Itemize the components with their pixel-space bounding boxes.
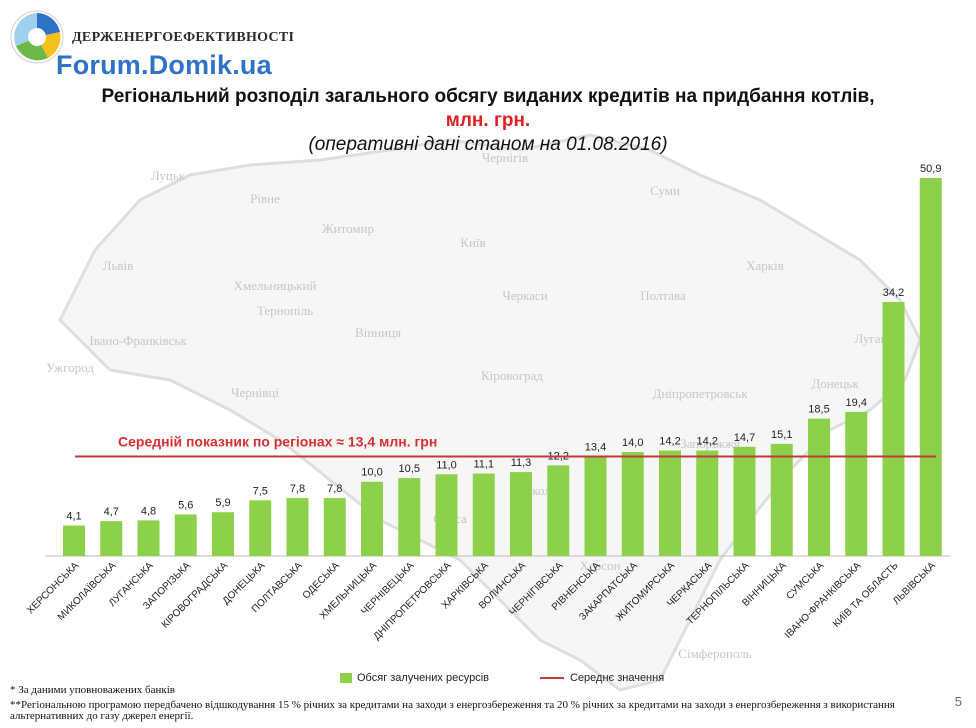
bar xyxy=(100,521,123,556)
bar-value-label: 14,7 xyxy=(734,432,755,444)
bar xyxy=(472,473,495,556)
map-label: Запоріжжя xyxy=(680,436,740,451)
average-annotation: Середній показник по регіонах ≈ 13,4 млн… xyxy=(118,433,437,449)
map-label: Харків xyxy=(746,258,784,273)
map-label: Хмельницький xyxy=(234,278,317,293)
footnote-source: * За даними уповноважених банків xyxy=(10,684,175,696)
legend-item-bars: Обсяг залучених ресурсів xyxy=(340,672,489,684)
bar xyxy=(398,478,421,556)
map-label: Вінниця xyxy=(355,325,401,340)
map-label: Івано-Франківськ xyxy=(89,333,187,348)
bar xyxy=(547,465,570,556)
map-label: Дніпропетровськ xyxy=(652,386,748,401)
bar xyxy=(137,520,160,556)
map-label: Сімферополь xyxy=(678,646,751,661)
bar xyxy=(621,452,644,556)
bar-value-label: 4,8 xyxy=(141,505,156,517)
bar xyxy=(435,474,458,556)
category-label: ТЕРНОПІЛЬСЬКА xyxy=(685,560,752,627)
bar-value-label: 5,6 xyxy=(178,499,193,511)
map-label: Ужгород xyxy=(46,360,94,375)
bar xyxy=(882,302,905,556)
bar-value-label: 19,4 xyxy=(846,397,867,409)
legend-swatch-average xyxy=(540,677,564,679)
map-label: Тернопіль xyxy=(257,303,313,318)
footnote-program: **Регіональною програмою передбачено від… xyxy=(10,699,895,722)
page-number: 5 xyxy=(954,694,962,709)
map-label: Київ xyxy=(460,235,485,250)
bar-value-label: 14,2 xyxy=(659,436,680,448)
bar xyxy=(696,450,719,556)
bar xyxy=(323,498,346,556)
map-label: Львів xyxy=(103,258,134,273)
legend-label-average: Середнє значення xyxy=(570,672,665,684)
map-label: Донецьк xyxy=(811,376,859,391)
legend-swatch-bars xyxy=(340,673,352,683)
chart-units: млн. грн. xyxy=(445,110,531,131)
bar xyxy=(510,472,532,556)
chart-title: Регіональний розподіл загального обсягу … xyxy=(101,86,875,107)
bar-value-label: 14,0 xyxy=(622,437,643,449)
map-label: Черкаси xyxy=(502,288,547,303)
bar xyxy=(770,443,793,556)
bar xyxy=(361,481,383,556)
bar-value-label: 34,2 xyxy=(883,287,904,299)
bar-value-label: 11,0 xyxy=(436,459,457,471)
bar-value-label: 50,9 xyxy=(920,163,941,175)
bar xyxy=(659,450,681,556)
bar-value-label: 5,9 xyxy=(215,497,230,509)
map-label: Луцьк xyxy=(151,168,186,183)
map-label: Житомир xyxy=(322,221,374,236)
bar xyxy=(212,512,234,556)
agency-logo xyxy=(10,10,64,64)
bar xyxy=(63,525,85,556)
map-label: Чернівці xyxy=(231,385,279,400)
bar xyxy=(733,446,756,556)
map-label: Рівне xyxy=(250,191,280,206)
bar-value-label: 10,5 xyxy=(399,463,420,475)
bar xyxy=(249,500,272,556)
legend-label-bars: Обсяг залучених ресурсів xyxy=(357,672,489,684)
bar xyxy=(919,178,942,556)
map-label: Чернігів xyxy=(482,150,528,165)
bar-value-label: 7,8 xyxy=(327,483,342,495)
category-label: КІРОВОГРАДСЬКА xyxy=(160,560,231,631)
category-label: КИЇВ ТА ОБЛАСТЬ xyxy=(830,559,901,630)
map-label: Кіровоград xyxy=(481,368,543,383)
bar-value-label: 15,1 xyxy=(771,429,792,441)
bar-value-label: 7,5 xyxy=(253,485,268,497)
map-label: Полтава xyxy=(640,288,686,303)
map-label: Херсон xyxy=(580,558,621,573)
bar xyxy=(584,456,607,556)
bar-value-label: 7,8 xyxy=(290,483,305,495)
bar-value-label: 11,1 xyxy=(473,459,494,471)
bar xyxy=(808,418,830,556)
bar-value-label: 18,5 xyxy=(808,404,829,416)
bar-value-label: 13,4 xyxy=(585,441,606,453)
bar-value-label: 4,7 xyxy=(104,506,119,518)
site-watermark: Forum.Domik.ua xyxy=(56,50,272,80)
chart-subtitle: (оперативні дані станом на 01.08.2016) xyxy=(308,134,668,155)
bar xyxy=(845,411,868,556)
bar-value-label: 11,3 xyxy=(511,457,532,469)
map-label: Суми xyxy=(650,183,680,198)
bar-value-label: 4,1 xyxy=(66,511,81,523)
bar xyxy=(286,498,309,556)
bar-value-label: 14,2 xyxy=(697,436,718,448)
agency-name: ДЕРЖЕНЕРГОЕФЕКТИВНОСТІ xyxy=(72,30,295,45)
legend-item-average: Середнє значення xyxy=(540,672,664,684)
bar-value-label: 10,0 xyxy=(361,467,382,479)
bar xyxy=(174,514,197,556)
